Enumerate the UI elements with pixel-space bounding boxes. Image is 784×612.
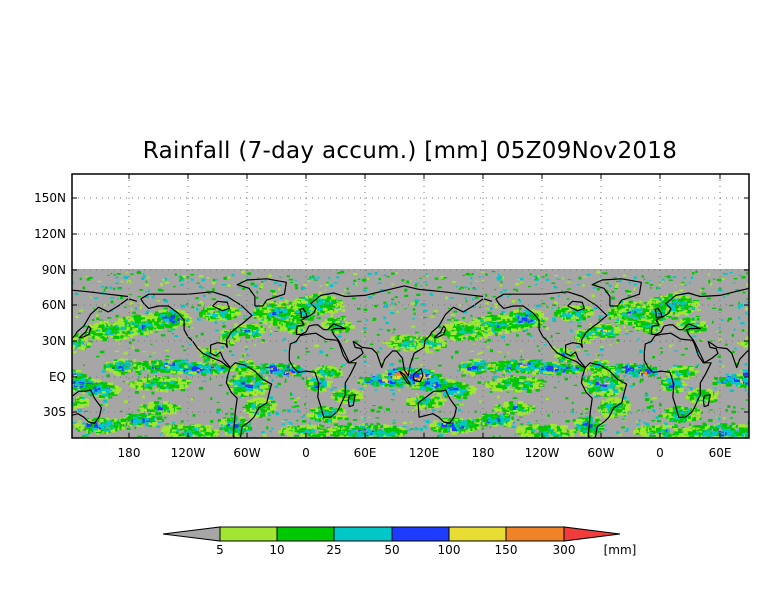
lon-tick-label: 120W — [171, 446, 206, 460]
lat-tick-label: 90N — [42, 263, 66, 277]
lat-tick-label: 30N — [42, 334, 66, 348]
latitude-axis: 150N 120N 90N 60N 30N EQ 30S — [34, 191, 749, 419]
graticule — [72, 174, 749, 438]
plot-frame — [71, 173, 750, 439]
lon-tick-label: 60E — [354, 446, 377, 460]
lat-tick-label: 30S — [43, 405, 66, 419]
no-data-sky-region — [72, 174, 749, 270]
lat-tick-label: 60N — [42, 298, 66, 312]
lat-tick-label: 150N — [34, 191, 66, 205]
colorbar-tick-label: 150 — [495, 543, 518, 557]
colorbar-legend: 5 10 25 50 100 150 300 [mm] — [162, 526, 637, 557]
lon-tick-label: 60E — [709, 446, 732, 460]
lon-tick-label: 120W — [525, 446, 560, 460]
lon-tick-label: 60W — [587, 446, 614, 460]
lon-tick-label: 0 — [656, 446, 664, 460]
colorbar-segment — [219, 526, 278, 542]
colorbar-tick-label: 5 — [216, 543, 224, 557]
colorbar-tick-label: 50 — [384, 543, 399, 557]
colorbar-segment — [333, 526, 393, 542]
coastlines — [72, 278, 749, 438]
map-plot-area — [72, 174, 749, 438]
colorbar-over-triangle — [563, 526, 621, 542]
map-title: Rainfall (7-day accum.) [mm] 05Z09Nov201… — [142, 138, 678, 164]
lon-tick-label: 60W — [233, 446, 260, 460]
lat-tick-label: 120N — [34, 227, 66, 241]
colorbar-segment — [276, 526, 335, 542]
colorbar-segment — [448, 526, 507, 542]
colorbar-segment — [391, 526, 450, 542]
colorbar-tick-label: 100 — [438, 543, 461, 557]
colorbar-unit-label: [mm] — [604, 543, 637, 557]
colorbar-under-triangle — [162, 526, 221, 542]
lon-tick-label: 180 — [472, 446, 495, 460]
lon-tick-label: 0 — [302, 446, 310, 460]
colorbar-tick-label: 10 — [269, 543, 284, 557]
lat-tick-label: EQ — [49, 370, 66, 384]
lon-tick-label: 180 — [118, 446, 141, 460]
colorbar-tick-label: 25 — [326, 543, 341, 557]
lon-tick-label: 120E — [409, 446, 440, 460]
longitude-axis: 180 120W 60W 0 60E 120E 180 120W 60W 0 60E — [118, 174, 732, 460]
colorbar-segment — [505, 526, 565, 542]
colorbar-tick-label: 300 — [553, 543, 576, 557]
